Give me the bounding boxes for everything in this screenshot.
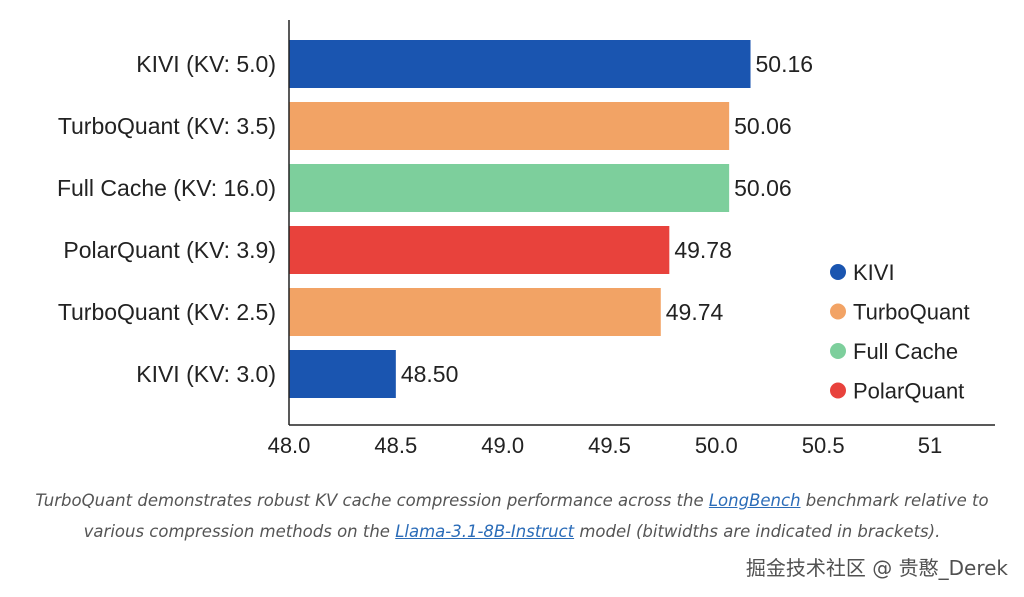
x-tick-label: 49.0	[481, 433, 524, 458]
x-tick-label: 51	[918, 433, 942, 458]
longbench-link[interactable]: LongBench	[708, 491, 801, 510]
value-label: 50.06	[734, 113, 792, 139]
bar	[289, 164, 730, 212]
figure-caption: TurboQuant demonstrates robust KV cache …	[20, 485, 1004, 547]
x-tick-label: 49.5	[588, 433, 631, 458]
bar	[289, 288, 661, 336]
legend-label: PolarQuant	[853, 379, 964, 404]
value-label: 50.16	[756, 51, 814, 77]
bar	[289, 226, 670, 274]
value-label: 49.78	[674, 237, 732, 263]
caption-text-3: model (bitwidths are indicated in bracke…	[574, 522, 941, 541]
category-label: Full Cache (KV: 16.0)	[57, 175, 276, 201]
legend-marker	[830, 343, 846, 359]
bar	[289, 350, 396, 398]
value-labels-layer: 50.16 50.06 50.06 49.78 49.74 48.50	[401, 51, 813, 387]
category-label: TurboQuant (KV: 3.5)	[58, 113, 276, 139]
category-label: TurboQuant (KV: 2.5)	[58, 299, 276, 325]
value-label: 50.06	[734, 175, 792, 201]
legend-marker	[830, 264, 846, 280]
category-label: KIVI (KV: 5.0)	[136, 51, 276, 77]
bars-layer	[289, 40, 751, 398]
category-label: PolarQuant (KV: 3.9)	[63, 237, 276, 263]
legend-label: Full Cache	[853, 339, 958, 364]
x-ticks-layer: 48.0 48.5 49.0 49.5 50.0 50.5 51	[268, 433, 943, 458]
bar	[289, 102, 730, 150]
caption-text-1: TurboQuant demonstrates robust KV cache …	[35, 491, 709, 510]
caption-text-2: benchmark relative to various compressio…	[83, 491, 989, 541]
x-tick-label: 50.0	[695, 433, 738, 458]
x-tick-label: 50.5	[802, 433, 845, 458]
watermark: 掘金技术社区 @ 贵憨_Derek	[745, 556, 1008, 580]
legend-label: KIVI	[853, 260, 895, 285]
legend-label: TurboQuant	[853, 300, 970, 325]
x-tick-label: 48.5	[374, 433, 417, 458]
llama-model-link[interactable]: Llama-3.1-8B-Instruct	[395, 522, 575, 541]
category-label: KIVI (KV: 3.0)	[136, 361, 276, 387]
value-label: 49.74	[666, 299, 724, 325]
legend-marker	[830, 303, 846, 320]
value-label: 48.50	[401, 361, 459, 387]
x-tick-label: 48.0	[268, 433, 311, 458]
bar	[289, 40, 751, 88]
legend-marker	[830, 382, 846, 399]
legend: KIVI TurboQuant Full Cache PolarQuant	[830, 260, 970, 404]
category-labels-layer: KIVI (KV: 5.0) TurboQuant (KV: 3.5) Full C…	[57, 51, 276, 387]
bar-chart: KIVI (KV: 5.0) TurboQuant (KV: 3.5) Full C…	[57, 20, 995, 458]
